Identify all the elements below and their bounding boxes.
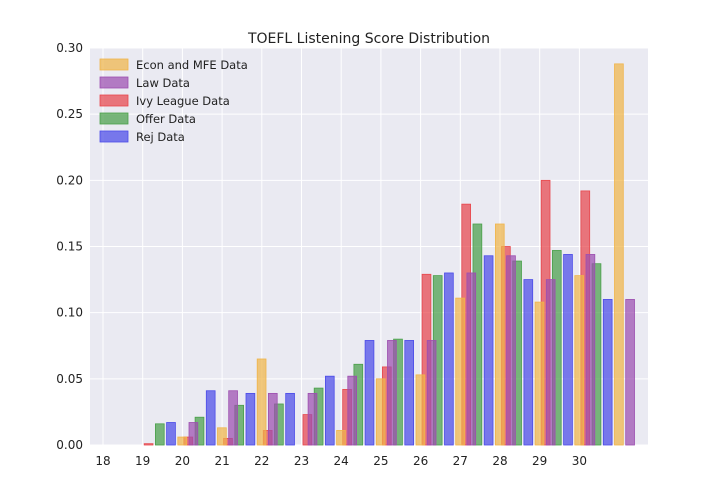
bar-rej-data xyxy=(205,390,216,446)
bar-offer-data xyxy=(154,423,165,446)
bar-rej-data xyxy=(364,340,375,446)
bar-law-data xyxy=(625,299,635,446)
x-tick-label: 22 xyxy=(254,454,269,468)
bar-econ-and-mfe-data xyxy=(415,374,426,446)
x-tick-label: 23 xyxy=(294,454,309,468)
bar-econ-and-mfe-data xyxy=(336,430,346,446)
bar-econ-and-mfe-data xyxy=(534,301,545,446)
x-tick-label: 21 xyxy=(214,454,229,468)
bar-econ-and-mfe-data xyxy=(256,358,267,446)
bar-law-data xyxy=(466,272,477,446)
bar-law-data xyxy=(267,392,278,446)
bar-econ-and-mfe-data xyxy=(574,275,584,446)
legend-label: Ivy League Data xyxy=(136,94,230,108)
legend-label: Econ and MFE Data xyxy=(136,58,248,72)
bar-rej-data xyxy=(324,375,335,446)
x-tick-label: 30 xyxy=(572,454,587,468)
x-tick-label: 26 xyxy=(413,454,428,468)
bar-econ-and-mfe-data xyxy=(494,223,505,446)
y-tick-label: 0.10 xyxy=(56,306,83,320)
legend-label: Offer Data xyxy=(136,112,196,126)
bar-econ-and-mfe-data xyxy=(177,436,188,446)
bar-law-data xyxy=(228,390,238,446)
bar-law-data xyxy=(347,375,357,446)
y-axis: 0.00 0.05 0.10 0.15 0.20 0.25 0.30 xyxy=(56,41,83,452)
bar-law-data xyxy=(545,279,556,446)
chart-title: TOEFL Listening Score Distribution xyxy=(247,31,490,47)
x-tick-label: 29 xyxy=(532,454,547,468)
y-tick-label: 0.00 xyxy=(56,438,83,452)
x-tick-label: 27 xyxy=(453,454,468,468)
bar-rej-data xyxy=(483,255,494,446)
bar-law-data xyxy=(585,254,596,446)
y-tick-label: 0.25 xyxy=(56,107,83,121)
bar-rej-data xyxy=(523,279,534,446)
bar-rej-data xyxy=(563,254,573,446)
bar-rej-data xyxy=(404,340,414,446)
x-tick-label: 24 xyxy=(334,454,349,468)
bar-econ-and-mfe-data xyxy=(217,427,227,446)
bar-econ-and-mfe-data xyxy=(614,63,624,446)
y-tick-label: 0.15 xyxy=(56,240,83,254)
x-tick-label: 19 xyxy=(135,454,150,468)
legend-swatch xyxy=(99,58,129,71)
legend-swatch xyxy=(99,94,129,107)
bar-rej-data xyxy=(285,392,295,446)
legend-swatch xyxy=(99,112,129,125)
bar-law-data xyxy=(387,340,397,446)
legend-swatch xyxy=(99,130,129,143)
bar-rej-data xyxy=(602,299,613,446)
y-tick-label: 0.30 xyxy=(56,41,83,55)
bar-ivy-league-data xyxy=(143,443,154,446)
bars xyxy=(143,63,635,446)
bar-econ-and-mfe-data xyxy=(375,378,386,446)
legend: Econ and MFE Data Law Data Ivy League Data… xyxy=(99,58,248,144)
x-tick-label: 28 xyxy=(492,454,507,468)
bar-law-data xyxy=(426,340,437,446)
y-tick-label: 0.05 xyxy=(56,372,83,386)
x-tick-label: 20 xyxy=(175,454,190,468)
bar-law-data xyxy=(188,422,199,446)
bar-law-data xyxy=(506,255,516,446)
bar-rej-data xyxy=(166,422,176,446)
legend-label: Law Data xyxy=(136,76,190,90)
x-tick-label: 18 xyxy=(95,454,110,468)
legend-label: Rej Data xyxy=(136,130,185,144)
x-tick-label: 25 xyxy=(373,454,388,468)
bar-law-data xyxy=(307,392,318,446)
bar-rej-data xyxy=(245,392,256,446)
y-tick-label: 0.20 xyxy=(56,173,83,187)
x-axis: 18 19 20 21 22 23 24 25 26 27 28 29 30 xyxy=(95,454,587,468)
legend-swatch xyxy=(99,76,129,89)
bar-econ-and-mfe-data xyxy=(455,297,465,446)
bar-rej-data xyxy=(444,272,454,446)
